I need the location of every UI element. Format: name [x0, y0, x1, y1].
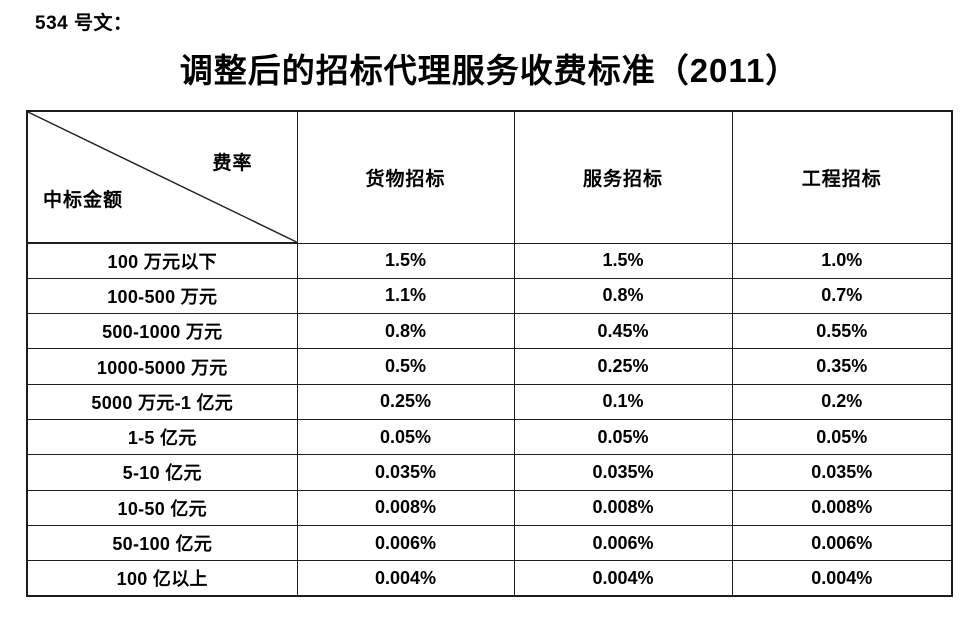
table-row: 5-10 亿元 0.035% 0.035% 0.035%	[26, 454, 953, 491]
row-label: 100 亿以上	[26, 560, 298, 597]
table-row: 1-5 亿元 0.05% 0.05% 0.05%	[26, 418, 953, 456]
row-label: 5-10 亿元	[26, 454, 298, 491]
table-header-row: 费率 中标金额 货物招标 服务招标 工程招标	[26, 110, 953, 244]
table-row: 50-100 亿元 0.006% 0.006% 0.006%	[26, 524, 953, 562]
doc-number: 534 号文：	[35, 13, 133, 34]
value-cell: 0.8%	[513, 277, 733, 315]
value-cell: 0.35%	[731, 348, 953, 385]
table-row: 1000-5000 万元 0.5% 0.25% 0.35%	[26, 348, 953, 385]
value-cell: 0.008%	[296, 489, 515, 526]
page-title: 调整后的招标代理服务收费标准（2011）	[179, 52, 800, 89]
value-cell: 0.25%	[513, 348, 733, 385]
row-label: 1-5 亿元	[26, 418, 298, 456]
value-cell: 0.55%	[731, 313, 953, 350]
value-cell: 0.1%	[513, 383, 733, 420]
row-label: 10-50 亿元	[26, 489, 298, 526]
value-cell: 1.5%	[296, 242, 515, 279]
column-header-services: 服务招标	[513, 110, 733, 244]
value-cell: 1.0%	[731, 242, 953, 279]
value-cell: 0.004%	[731, 560, 953, 597]
value-cell: 0.006%	[731, 524, 953, 562]
row-label: 100 万元以下	[26, 242, 298, 279]
value-cell: 0.05%	[296, 418, 515, 456]
corner-header-cell: 费率 中标金额	[26, 110, 298, 244]
value-cell: 0.25%	[296, 383, 515, 420]
corner-label-rate: 费率	[212, 153, 253, 174]
value-cell: 0.004%	[296, 560, 515, 597]
value-cell: 0.5%	[296, 348, 515, 385]
table-row: 100 亿以上 0.004% 0.004% 0.004%	[26, 560, 953, 597]
row-label: 1000-5000 万元	[26, 348, 298, 385]
diagonal-line	[28, 112, 297, 242]
corner-label-amount: 中标金额	[43, 190, 124, 211]
value-cell: 0.035%	[296, 454, 515, 491]
value-cell: 0.7%	[731, 277, 953, 315]
value-cell: 0.006%	[296, 524, 515, 562]
fee-table: 费率 中标金额 货物招标 服务招标 工程招标 100 万元以下 1.5% 1.5…	[26, 110, 953, 597]
row-label: 5000 万元-1 亿元	[26, 383, 298, 420]
value-cell: 0.45%	[513, 313, 733, 350]
value-cell: 0.008%	[731, 489, 953, 526]
row-label: 100-500 万元	[26, 277, 298, 315]
value-cell: 0.2%	[731, 383, 953, 420]
table-row: 100 万元以下 1.5% 1.5% 1.0%	[26, 242, 953, 279]
value-cell: 0.008%	[513, 489, 733, 526]
value-cell: 0.8%	[296, 313, 515, 350]
value-cell: 0.035%	[513, 454, 733, 491]
row-label: 500-1000 万元	[26, 313, 298, 350]
value-cell: 0.05%	[731, 418, 953, 456]
column-header-engineering: 工程招标	[731, 110, 953, 244]
value-cell: 0.004%	[513, 560, 733, 597]
table-row: 100-500 万元 1.1% 0.8% 0.7%	[26, 277, 953, 315]
value-cell: 1.5%	[513, 242, 733, 279]
table-row: 500-1000 万元 0.8% 0.45% 0.55%	[26, 313, 953, 350]
value-cell: 0.035%	[731, 454, 953, 491]
column-header-goods: 货物招标	[296, 110, 515, 244]
table-row: 5000 万元-1 亿元 0.25% 0.1% 0.2%	[26, 383, 953, 420]
table-row: 10-50 亿元 0.008% 0.008% 0.008%	[26, 489, 953, 526]
value-cell: 1.1%	[296, 277, 515, 315]
value-cell: 0.006%	[513, 524, 733, 562]
value-cell: 0.05%	[513, 418, 733, 456]
row-label: 50-100 亿元	[26, 524, 298, 562]
